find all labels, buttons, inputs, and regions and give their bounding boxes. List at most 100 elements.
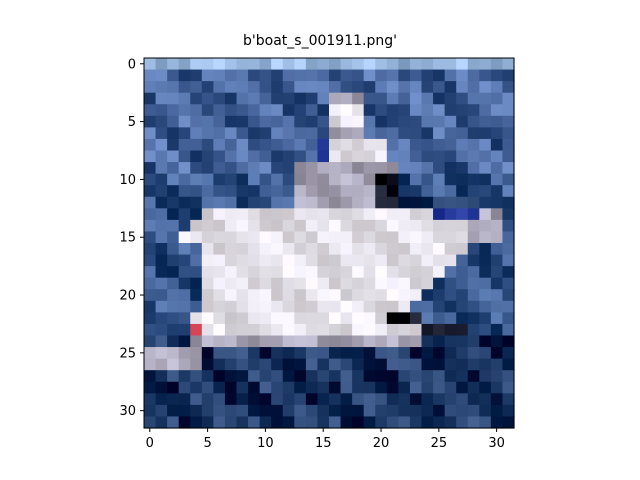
image-pixel <box>398 173 411 186</box>
image-pixel <box>155 173 168 186</box>
image-pixel <box>144 150 157 163</box>
image-pixel <box>409 219 423 233</box>
image-pixel <box>144 173 157 186</box>
image-pixel <box>213 219 226 233</box>
image-pixel <box>375 185 388 198</box>
image-pixel <box>502 92 515 105</box>
image-pixel <box>375 81 388 94</box>
image-pixel <box>409 254 423 267</box>
image-pixel <box>444 208 457 221</box>
image-pixel <box>490 58 504 71</box>
image-pixel <box>398 104 411 117</box>
image-pixel <box>155 370 168 383</box>
y-tick-label: 0 <box>128 57 136 72</box>
image-pixel <box>294 416 307 429</box>
image-pixel <box>167 358 180 371</box>
image-pixel <box>456 231 469 244</box>
image-pixel <box>224 69 238 82</box>
image-pixel <box>155 289 168 302</box>
image-pixel <box>409 416 423 429</box>
image-pixel <box>248 81 261 94</box>
image-pixel <box>502 208 515 221</box>
image-pixel <box>444 138 457 152</box>
image-pixel <box>386 404 399 418</box>
image-pixel <box>236 254 249 267</box>
image-pixel <box>201 58 214 71</box>
image-pixel <box>456 115 469 128</box>
image-pixel <box>144 115 157 128</box>
image-pixel <box>398 416 411 429</box>
image-pixel <box>213 150 226 163</box>
image-pixel <box>340 138 353 152</box>
image-pixel <box>259 162 272 175</box>
image-pixel <box>398 335 411 348</box>
image-pixel <box>201 92 214 105</box>
image-pixel <box>201 162 214 175</box>
image-pixel <box>224 404 238 418</box>
image-pixel <box>317 312 330 325</box>
image-pixel <box>224 393 238 406</box>
image-pixel <box>213 416 226 429</box>
image-pixel <box>352 289 365 302</box>
image-pixel <box>467 150 480 163</box>
image-pixel <box>409 404 423 418</box>
image-pixel <box>479 196 492 209</box>
image-pixel <box>467 243 480 256</box>
image-pixel <box>201 150 214 163</box>
image-pixel <box>421 81 434 94</box>
image-pixel <box>479 127 492 140</box>
image-pixel <box>340 416 353 429</box>
image-pixel <box>224 231 238 244</box>
image-pixel <box>248 289 261 302</box>
image-pixel <box>294 138 307 152</box>
image-pixel <box>467 185 480 198</box>
image-pixel <box>155 150 168 163</box>
image-pixel <box>433 208 446 221</box>
image-pixel <box>375 289 388 302</box>
image-pixel <box>282 347 295 360</box>
image-pixel <box>363 347 376 360</box>
image-pixel <box>144 347 157 360</box>
image-pixel <box>224 58 238 71</box>
image-pixel <box>271 104 284 117</box>
image-pixel <box>386 416 399 429</box>
image-pixel <box>409 69 423 82</box>
image-pixel <box>201 404 214 418</box>
image-pixel <box>155 243 168 256</box>
image-pixel <box>409 138 423 152</box>
image-pixel <box>236 138 249 152</box>
image-pixel <box>329 231 342 244</box>
image-pixel <box>375 69 388 82</box>
image-pixel <box>467 162 480 175</box>
image-pixel <box>352 92 365 105</box>
image-pixel <box>502 138 515 152</box>
image-pixel <box>490 300 504 313</box>
image-pixel <box>144 185 157 198</box>
image-pixel <box>444 335 457 348</box>
image-pixel <box>363 69 376 82</box>
image-pixel <box>363 289 376 302</box>
image-pixel <box>259 219 272 233</box>
image-pixel <box>167 289 180 302</box>
image-pixel <box>352 335 365 348</box>
image-pixel <box>190 381 203 394</box>
image-pixel <box>363 81 376 94</box>
image-pixel <box>248 219 261 233</box>
image-pixel <box>236 347 249 360</box>
image-pixel <box>479 185 492 198</box>
image-pixel <box>444 150 457 163</box>
image-pixel <box>386 312 399 325</box>
image-pixel <box>236 150 249 163</box>
image-pixel <box>190 300 203 313</box>
image-pixel <box>167 416 180 429</box>
image-pixel <box>259 266 272 279</box>
image-pixel <box>490 81 504 94</box>
image-pixel <box>236 115 249 128</box>
image-pixel <box>155 81 168 94</box>
image-pixel <box>375 335 388 348</box>
image-pixel <box>236 358 249 371</box>
image-pixel <box>144 162 157 175</box>
image-pixel <box>190 312 203 325</box>
image-pixel <box>444 370 457 383</box>
image-pixel <box>305 323 319 337</box>
